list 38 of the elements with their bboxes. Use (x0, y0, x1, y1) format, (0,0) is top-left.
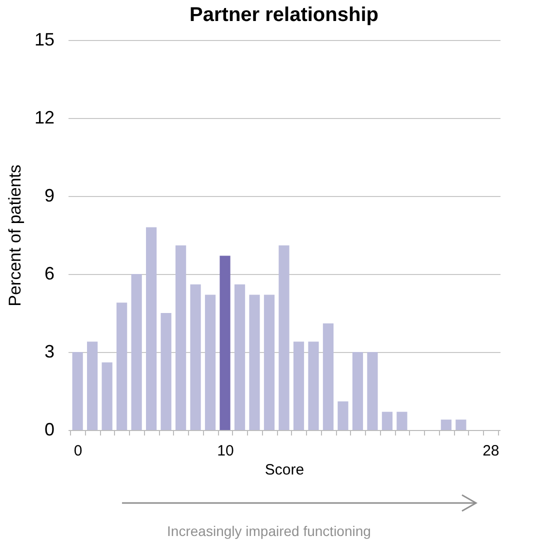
bar (175, 245, 186, 430)
bar (322, 323, 334, 430)
y-tick-label: 9 (44, 186, 54, 206)
bar (190, 284, 201, 430)
bar (204, 294, 216, 430)
bar (264, 294, 275, 430)
bar (396, 412, 408, 430)
bar (456, 420, 466, 430)
bar (131, 274, 142, 430)
chart-title: Partner relationship (190, 4, 378, 26)
y-tick-label: 3 (44, 342, 54, 362)
bar (352, 352, 364, 430)
y-tick-label: 12 (34, 108, 54, 128)
y-tick-label: 0 (44, 420, 54, 440)
bar (308, 342, 319, 430)
bar (72, 352, 83, 430)
bar (234, 284, 246, 430)
x-tick-label: 0 (74, 442, 82, 460)
bar (367, 352, 378, 430)
text: Increasingly impaired functioning (166, 523, 372, 539)
bar (440, 420, 452, 430)
y-axis-title: Percent of patients (5, 164, 24, 306)
bar (338, 401, 348, 430)
bar (220, 256, 230, 430)
x-tick-label: 28 (482, 442, 500, 460)
bar (116, 302, 128, 430)
x-tick-label: 10 (217, 442, 234, 460)
y-tick-label: 15 (34, 30, 54, 50)
x-axis-title: Score (264, 462, 304, 478)
y-tick-label: 6 (44, 264, 54, 284)
bar (278, 245, 290, 430)
bar (249, 294, 260, 430)
bar (87, 342, 98, 430)
bar (146, 227, 157, 430)
bar (293, 342, 304, 430)
bar (102, 362, 112, 430)
bar (382, 412, 393, 430)
bar (160, 313, 172, 430)
